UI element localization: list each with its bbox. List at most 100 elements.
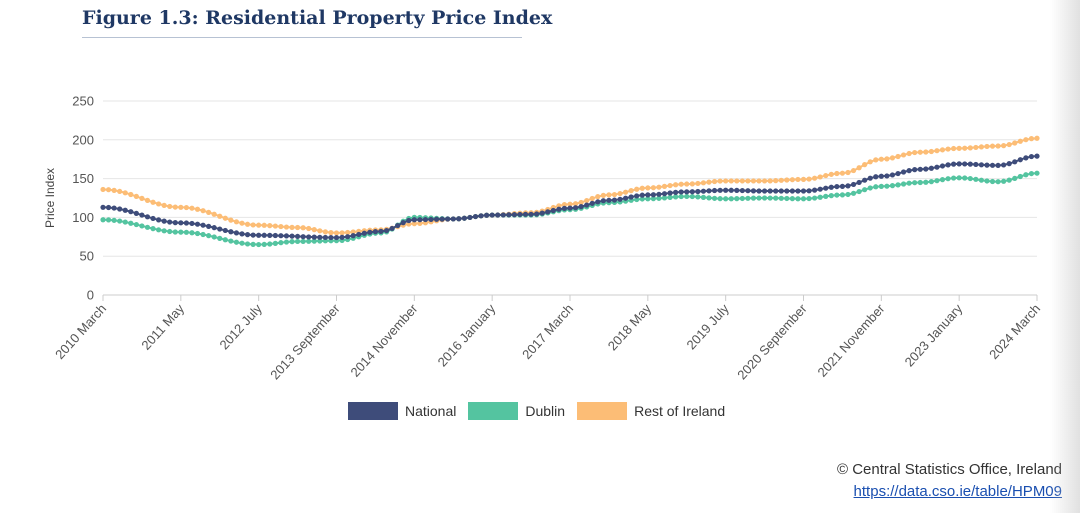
data-point-dublin[interactable]	[117, 218, 123, 224]
data-point-rest[interactable]	[623, 189, 629, 195]
data-point-national[interactable]	[206, 223, 212, 229]
data-point-rest[interactable]	[261, 222, 267, 228]
data-point-rest[interactable]	[850, 167, 857, 174]
data-point-rest[interactable]	[967, 145, 973, 151]
data-point-dublin[interactable]	[734, 196, 740, 202]
data-point-national[interactable]	[639, 192, 645, 198]
data-point-national[interactable]	[606, 197, 612, 203]
data-point-dublin[interactable]	[978, 177, 985, 183]
data-point-dublin[interactable]	[317, 238, 323, 244]
data-point-national[interactable]	[650, 192, 656, 198]
data-point-national[interactable]	[361, 230, 367, 236]
data-point-national[interactable]	[217, 226, 223, 232]
data-point-rest[interactable]	[139, 195, 145, 201]
data-point-dublin[interactable]	[817, 194, 823, 200]
data-point-national[interactable]	[178, 220, 184, 226]
data-point-national[interactable]	[928, 165, 934, 171]
data-point-rest[interactable]	[167, 203, 173, 210]
data-point-rest[interactable]	[122, 190, 128, 196]
data-point-national[interactable]	[717, 187, 723, 193]
data-point-national[interactable]	[917, 166, 923, 172]
data-point-national[interactable]	[322, 234, 328, 241]
data-point-rest[interactable]	[233, 219, 240, 225]
data-point-rest[interactable]	[917, 149, 923, 155]
data-point-national[interactable]	[356, 231, 362, 238]
data-point-national[interactable]	[789, 188, 795, 194]
data-point-rest[interactable]	[784, 177, 790, 183]
data-point-national[interactable]	[745, 188, 751, 194]
data-point-national[interactable]	[973, 161, 979, 168]
data-point-dublin[interactable]	[1006, 177, 1012, 183]
data-point-dublin[interactable]	[706, 195, 712, 201]
data-point-rest[interactable]	[267, 223, 273, 229]
data-point-rest[interactable]	[611, 191, 618, 198]
data-point-national[interactable]	[422, 216, 429, 223]
data-point-national[interactable]	[133, 210, 139, 216]
data-point-rest[interactable]	[839, 170, 846, 176]
data-point-dublin[interactable]	[261, 241, 267, 248]
data-point-rest[interactable]	[706, 179, 712, 185]
data-point-national[interactable]	[128, 209, 134, 215]
data-point-dublin[interactable]	[256, 241, 262, 248]
data-point-national[interactable]	[167, 219, 173, 225]
data-point-rest[interactable]	[862, 162, 868, 168]
data-point-rest[interactable]	[900, 152, 907, 158]
data-point-dublin[interactable]	[283, 239, 290, 245]
data-point-dublin[interactable]	[723, 196, 729, 202]
data-point-national[interactable]	[445, 216, 451, 222]
data-point-national[interactable]	[584, 202, 590, 208]
data-point-dublin[interactable]	[812, 195, 818, 201]
data-point-rest[interactable]	[661, 183, 668, 189]
data-point-dublin[interactable]	[1017, 173, 1023, 180]
data-point-dublin[interactable]	[289, 239, 295, 245]
data-point-national[interactable]	[495, 212, 501, 218]
data-point-dublin[interactable]	[156, 227, 162, 233]
data-point-national[interactable]	[984, 162, 990, 168]
data-point-dublin[interactable]	[228, 238, 234, 244]
data-point-national[interactable]	[889, 172, 896, 178]
data-point-rest[interactable]	[756, 178, 762, 184]
data-point-national[interactable]	[256, 232, 262, 238]
data-point-dublin[interactable]	[1028, 170, 1035, 177]
data-point-rest[interactable]	[411, 221, 417, 227]
data-point-rest[interactable]	[873, 157, 879, 163]
data-point-national[interactable]	[1017, 157, 1023, 163]
data-point-dublin[interactable]	[183, 229, 189, 235]
data-point-dublin[interactable]	[650, 196, 656, 202]
data-point-dublin[interactable]	[889, 183, 896, 189]
data-point-dublin[interactable]	[711, 195, 718, 201]
data-point-rest[interactable]	[606, 192, 612, 198]
data-point-national[interactable]	[189, 220, 195, 227]
data-point-dublin[interactable]	[678, 193, 684, 200]
data-point-dublin[interactable]	[306, 238, 312, 244]
data-point-dublin[interactable]	[1034, 170, 1040, 176]
data-point-dublin[interactable]	[778, 195, 784, 201]
data-point-rest[interactable]	[111, 187, 117, 193]
data-point-national[interactable]	[289, 233, 295, 239]
data-point-rest[interactable]	[689, 181, 695, 187]
data-point-national[interactable]	[817, 186, 823, 192]
data-point-dublin[interactable]	[656, 195, 662, 201]
data-point-national[interactable]	[695, 188, 701, 195]
data-point-national[interactable]	[778, 188, 784, 194]
data-point-dublin[interactable]	[1001, 178, 1007, 184]
data-point-dublin[interactable]	[233, 239, 240, 245]
data-point-rest[interactable]	[856, 165, 862, 171]
data-point-rest[interactable]	[956, 145, 962, 151]
data-point-national[interactable]	[156, 217, 162, 223]
data-point-national[interactable]	[272, 232, 278, 239]
data-point-rest[interactable]	[333, 230, 340, 236]
data-point-dublin[interactable]	[862, 187, 868, 193]
data-point-national[interactable]	[939, 163, 946, 169]
data-point-rest[interactable]	[828, 171, 834, 177]
data-point-rest[interactable]	[889, 155, 896, 161]
data-point-national[interactable]	[834, 183, 840, 190]
data-point-national[interactable]	[428, 216, 434, 223]
data-point-national[interactable]	[222, 227, 228, 234]
data-point-rest[interactable]	[978, 144, 985, 150]
data-point-dublin[interactable]	[928, 179, 934, 185]
data-point-national[interactable]	[528, 211, 534, 217]
data-point-national[interactable]	[517, 211, 523, 218]
data-point-national[interactable]	[956, 161, 962, 167]
data-point-national[interactable]	[406, 217, 412, 224]
